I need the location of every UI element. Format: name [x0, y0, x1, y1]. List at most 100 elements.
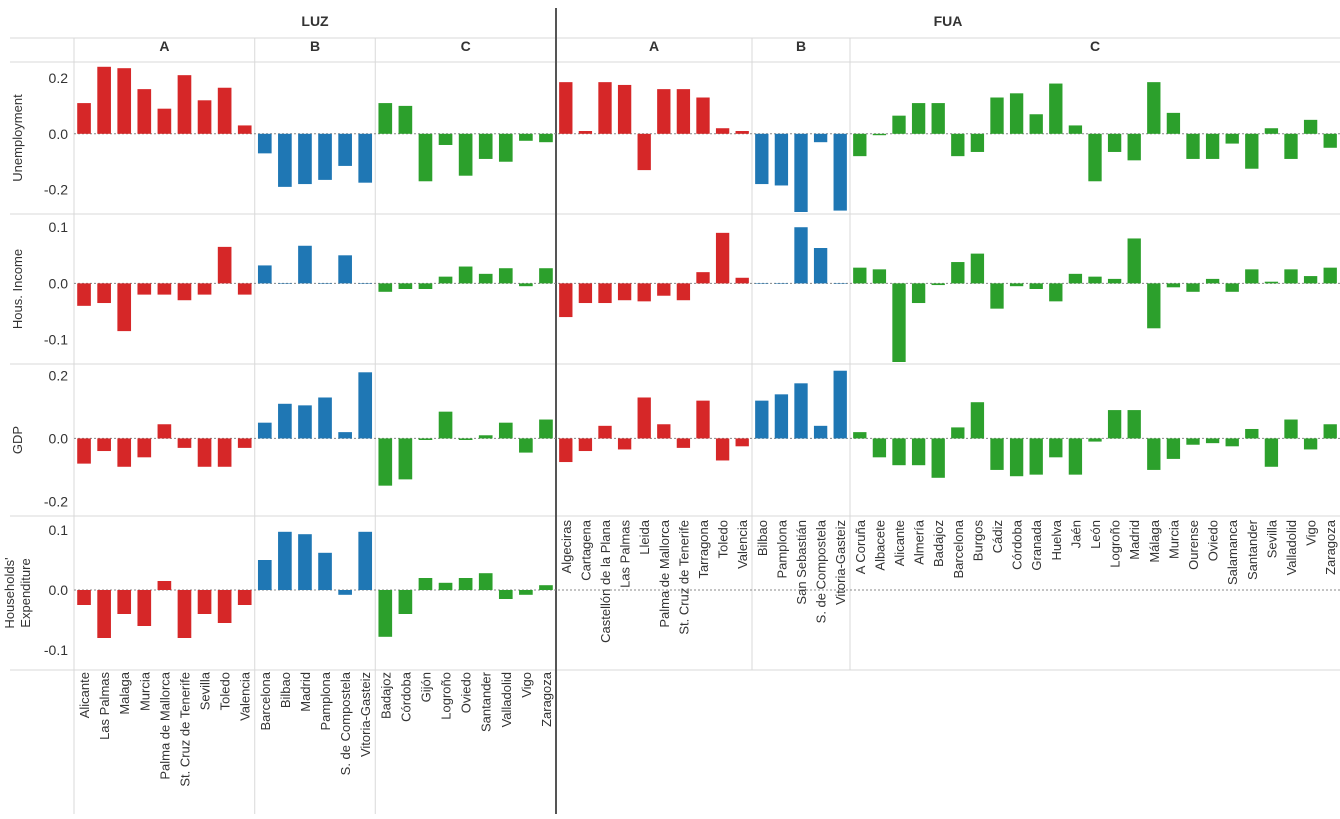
bar [774, 133, 789, 186]
x-tick-label: Gijón [418, 672, 433, 702]
bar [539, 585, 553, 590]
bar [378, 103, 393, 134]
bar [637, 133, 651, 171]
x-tick-label: Badajoz [378, 672, 393, 719]
bar [813, 133, 828, 143]
x-tick-label: Toledo [716, 520, 731, 558]
bar [338, 133, 352, 166]
bar [853, 432, 867, 439]
bar [438, 582, 453, 590]
x-tick-label: Alicante [77, 672, 92, 718]
x-tick-label: Pamplona [318, 671, 333, 730]
x-tick-label: Sevilla [1264, 519, 1279, 558]
x-tick-label: Palma de Mallorca [657, 519, 672, 627]
y-tick-label: 0.2 [49, 367, 69, 383]
bar [318, 552, 332, 590]
x-tick-label: St. Cruz de Tenerife [676, 520, 691, 635]
bar [519, 283, 533, 287]
bar [519, 438, 533, 453]
x-tick-label: Salamanca [1225, 519, 1240, 585]
bar [458, 578, 473, 590]
x-tick-label: Las Palmas [97, 672, 112, 740]
bar [97, 66, 111, 134]
bar [157, 424, 172, 439]
bar [318, 397, 332, 439]
group-header-luz-a: A [159, 38, 169, 54]
bar [559, 283, 573, 318]
bar [278, 133, 292, 187]
x-tick-label: Castellón de la Plana [598, 519, 613, 643]
panel-header-luz: LUZ [301, 13, 329, 29]
bar [117, 68, 132, 134]
x-tick-label: San Sebastián [794, 520, 809, 605]
x-tick-label: Oviedo [459, 672, 474, 713]
bar [157, 581, 172, 590]
x-tick-label: Santander [479, 671, 494, 732]
bar [1166, 438, 1181, 459]
x-tick-label: Algeciras [559, 520, 574, 574]
bar [1264, 281, 1279, 284]
group-header-fua-c: C [1090, 38, 1100, 54]
bar [676, 438, 691, 448]
x-tick-label: Jaén [1068, 520, 1083, 548]
x-tick-label: Albacete [872, 520, 887, 571]
bar [338, 255, 352, 284]
bar [970, 133, 985, 152]
x-tick-label: Toledo [218, 672, 233, 710]
bar [458, 438, 473, 440]
x-tick-label: Valencia [238, 671, 253, 721]
bar [833, 370, 847, 439]
bar [478, 133, 493, 159]
bar [177, 75, 192, 134]
bar [97, 590, 111, 638]
bar [931, 283, 945, 286]
x-tick-label: Córdoba [398, 671, 413, 722]
bar [715, 128, 730, 134]
bar [813, 248, 828, 284]
x-tick-label: S. de Compostela [814, 519, 829, 623]
bar [1303, 438, 1318, 450]
bar [559, 438, 573, 463]
bar [990, 438, 1004, 470]
bar [478, 573, 493, 590]
x-tick-label: Vitoria-Gasteiz [358, 672, 373, 757]
bar [318, 283, 332, 284]
bar [1186, 438, 1200, 445]
bar [833, 133, 847, 211]
bar [197, 438, 212, 467]
x-tick-label: Zaragoza [1323, 519, 1338, 575]
bar [1245, 428, 1259, 439]
bar [911, 438, 926, 466]
y-tick-label: 0.0 [49, 430, 69, 446]
bar [77, 103, 91, 134]
bar [137, 89, 152, 134]
bar [157, 108, 172, 134]
bar [519, 133, 533, 141]
x-tick-label: St. Cruz de Tenerife [177, 672, 192, 787]
bar [853, 267, 867, 284]
x-tick-label: Las Palmas [618, 520, 633, 588]
bar [774, 394, 789, 439]
bar [398, 283, 413, 289]
x-tick-label: Madrid [298, 672, 313, 712]
x-tick-label: Palma de Mallorca [157, 671, 172, 779]
y-tick-label: 0.0 [49, 275, 69, 291]
x-tick-label: Santander [1245, 519, 1260, 580]
y-tick-label: 0.1 [49, 219, 69, 235]
bar [217, 438, 232, 467]
bar [1107, 278, 1122, 284]
bar [177, 283, 192, 301]
x-tick-label: Madrid [1127, 520, 1142, 560]
bar [77, 438, 91, 464]
x-tick-label: A Coruña [853, 519, 868, 574]
bar [715, 232, 730, 284]
x-tick-label: Badajoz [931, 520, 946, 567]
x-tick-label: Valladolid [499, 672, 514, 727]
bar [578, 131, 593, 134]
bar [257, 133, 272, 154]
x-tick-label: Murcia [137, 671, 152, 711]
x-tick-label: Valladolid [1284, 520, 1299, 575]
row-label: Households' [2, 557, 17, 628]
y-tick-label: -0.1 [44, 642, 68, 658]
bar [657, 89, 671, 134]
